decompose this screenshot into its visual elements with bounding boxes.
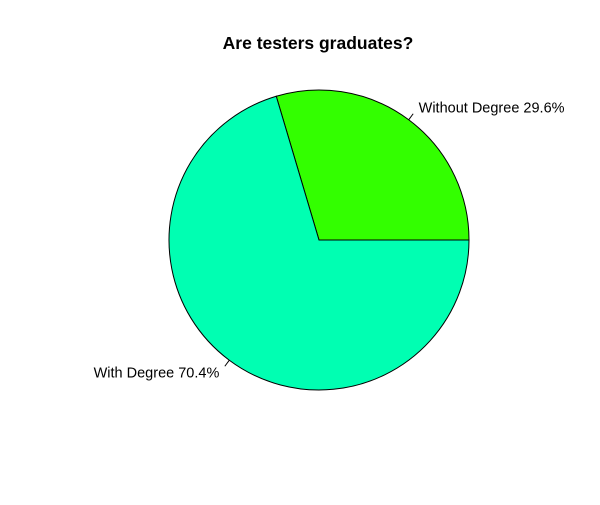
- slice-leader-line: [224, 359, 230, 367]
- slice-label: With Degree 70.4%: [94, 365, 220, 381]
- pie-slice-with-degree: [168, 95, 470, 391]
- chart-title: Are testers graduates?: [223, 33, 414, 53]
- slice-leader-line: [408, 113, 414, 121]
- labels-layer: Without Degree 29.6% With Degree 70.4%: [94, 101, 565, 382]
- slice-label: Without Degree 29.6%: [419, 101, 565, 117]
- slices-layer: [168, 89, 470, 391]
